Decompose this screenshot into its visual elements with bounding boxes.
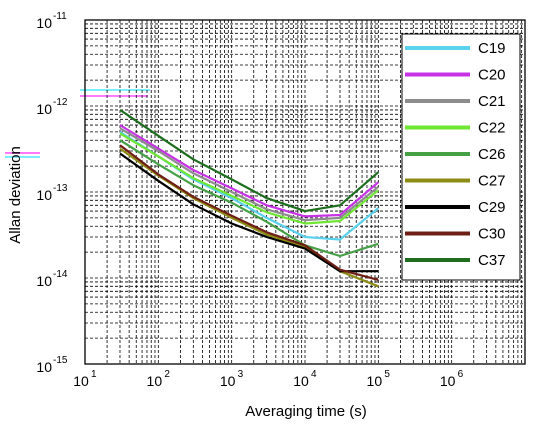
legend-label: C29	[478, 199, 506, 216]
series-group	[119, 108, 380, 288]
series-line-c37	[119, 108, 380, 213]
y-tick-label: 10 -15	[36, 355, 67, 375]
x-tick-exponent: 1	[91, 369, 97, 380]
x-tick-label: 10 4	[293, 369, 317, 389]
x-tick-base: 10	[73, 373, 89, 389]
x-tick-exponent: 3	[238, 369, 244, 380]
y-tick-label: 10 -13	[36, 183, 67, 203]
x-tick-label: 10 1	[73, 369, 97, 389]
legend-label: C19	[478, 40, 506, 57]
y-tick-base: 10	[36, 15, 52, 31]
y-tick-exponent: -14	[53, 269, 68, 280]
series-line-c29	[119, 152, 379, 273]
y-tick-base: 10	[36, 101, 52, 117]
legend-item-c27: C27	[405, 173, 506, 190]
legend-label: C26	[478, 146, 506, 163]
legend-label: C20	[478, 67, 506, 84]
x-tick-label: 10 5	[367, 369, 391, 389]
legend-item-c37: C37	[405, 252, 506, 269]
x-tick-exponent: 4	[311, 369, 317, 380]
x-tick-exponent: 6	[458, 369, 464, 380]
y-tick-base: 10	[36, 187, 52, 203]
y-tick-base: 10	[36, 273, 52, 289]
plot-area-frame	[84, 19, 526, 365]
y-tick-label: 10 -14	[36, 269, 67, 289]
x-tick-label: 10 2	[147, 369, 171, 389]
y-tick-label: 10 -11	[36, 11, 67, 31]
legend-item-c26: C26	[405, 146, 506, 163]
x-tick-base: 10	[220, 373, 236, 389]
y-tick-base: 10	[36, 359, 52, 375]
y-axis-label: Allan deviation	[7, 146, 24, 244]
legend-item-c30: C30	[405, 226, 506, 243]
legend-item-c19: C19	[405, 40, 506, 57]
x-axis-label: Averaging time (s)	[245, 403, 366, 420]
y-tick-exponent: -13	[53, 183, 68, 194]
y-tick-exponent: -12	[53, 97, 68, 108]
x-tick-base: 10	[147, 373, 163, 389]
series-line-c20	[119, 124, 380, 218]
y-tick-exponent: -11	[53, 11, 67, 22]
series-line-c21	[119, 127, 379, 222]
series-line-c26	[119, 139, 379, 258]
series-line-c22	[119, 132, 379, 225]
legend-item-c29: C29	[405, 199, 506, 216]
y-tick-exponent: -15	[53, 355, 68, 366]
legend-label: C30	[478, 226, 506, 243]
legend-label: C27	[478, 173, 506, 190]
series-line-c30	[119, 144, 379, 281]
legend-item-c20: C20	[405, 67, 506, 84]
x-tick-label: 10 3	[220, 369, 244, 389]
x-tick-base: 10	[367, 373, 383, 389]
x-tick-label: 10 6	[440, 369, 464, 389]
x-tick-base: 10	[440, 373, 456, 389]
legend-label: C37	[478, 252, 506, 269]
x-tick-exponent: 5	[384, 369, 390, 380]
legend-label: C21	[478, 93, 506, 110]
legend-item-c21: C21	[405, 93, 506, 110]
x-tick-exponent: 2	[164, 369, 170, 380]
legend-label: C22	[478, 120, 506, 137]
y-tick-label: 10 -12	[36, 97, 67, 117]
legend: C19 C20 C21 C22 C26 C27 C29 C30 C37	[401, 33, 521, 281]
legend-item-c22: C22	[405, 120, 506, 137]
x-tick-base: 10	[293, 373, 309, 389]
